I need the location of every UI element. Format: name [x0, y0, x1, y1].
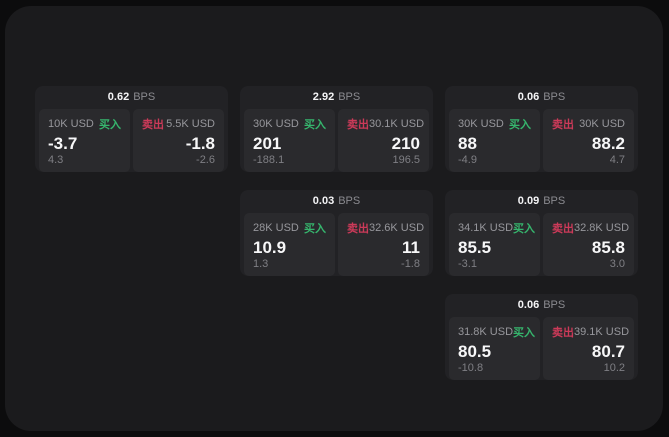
- bps-unit: BPS: [338, 195, 361, 207]
- bps-value: 0.09: [517, 195, 540, 207]
- buy-price: -3.7: [48, 134, 78, 153]
- bps-value: 0.62: [107, 91, 130, 103]
- buy-tile[interactable]: 28K USD 买入 10.9 1.3: [244, 213, 335, 276]
- sell-amount: 32.8K USD: [574, 222, 630, 234]
- quote-card-body: 31.8K USD 买入 80.5 -10.8 卖出 39.1K USD 80.…: [445, 317, 638, 380]
- buy-price: 201: [253, 134, 282, 153]
- buy-tile[interactable]: 34.1K USD 买入 85.5 -3.1: [449, 213, 540, 276]
- sell-delta: 4.7: [609, 153, 625, 166]
- quote-card-body: 10K USD 买入 -3.7 4.3 卖出 5.5K USD -1.8 -2.…: [35, 109, 228, 172]
- quote-card-body: 30K USD 买入 201 -188.1 卖出 30.1K USD 210 1…: [240, 109, 433, 172]
- bps-unit: BPS: [133, 91, 156, 103]
- sell-tile[interactable]: 卖出 30K USD 88.2 4.7: [543, 109, 634, 172]
- bps-value: 2.92: [312, 91, 335, 103]
- buy-button[interactable]: 买入: [99, 116, 121, 132]
- bps-unit: BPS: [543, 195, 566, 207]
- sell-tile[interactable]: 卖出 5.5K USD -1.8 -2.6: [133, 109, 224, 172]
- buy-tile[interactable]: 10K USD 买入 -3.7 4.3: [39, 109, 130, 172]
- buy-amount: 30K USD: [458, 118, 504, 130]
- sell-delta: -1.8: [401, 257, 420, 270]
- buy-tile[interactable]: 31.8K USD 买入 80.5 -10.8: [449, 317, 540, 380]
- buy-price: 88: [458, 134, 477, 153]
- sell-button[interactable]: 卖出: [552, 324, 574, 340]
- sell-delta: 3.0: [609, 257, 625, 270]
- buy-price: 10.9: [253, 238, 287, 257]
- sell-tile[interactable]: 卖出 32.6K USD 11 -1.8: [338, 213, 429, 276]
- bps-header: 0.03 BPS: [240, 190, 433, 213]
- sell-button[interactable]: 卖出: [347, 116, 369, 132]
- sell-price: -1.8: [185, 134, 215, 153]
- buy-button[interactable]: 买入: [304, 220, 326, 236]
- quote-board-panel: 0.62 BPS 10K USD 买入 -3.7 4.3 卖出 5.5K USD: [5, 6, 663, 431]
- bps-unit: BPS: [543, 299, 566, 311]
- buy-delta: -3.1: [458, 257, 477, 270]
- bps-unit: BPS: [543, 91, 566, 103]
- sell-tile[interactable]: 卖出 30.1K USD 210 196.5: [338, 109, 429, 172]
- bps-value: 0.06: [517, 91, 540, 103]
- quote-card: 0.03 BPS 28K USD 买入 10.9 1.3 卖出 32.6K US…: [240, 190, 433, 276]
- bps-value: 0.03: [312, 195, 335, 207]
- buy-delta: -10.8: [458, 361, 484, 374]
- bps-value: 0.06: [517, 299, 540, 311]
- sell-amount: 30.1K USD: [369, 118, 425, 130]
- buy-tile[interactable]: 30K USD 买入 88 -4.9: [449, 109, 540, 172]
- quote-card-body: 28K USD 买入 10.9 1.3 卖出 32.6K USD 11 -1.8: [240, 213, 433, 276]
- sell-amount: 30K USD: [579, 118, 625, 130]
- sell-price: 210: [391, 134, 420, 153]
- sell-price: 88.2: [591, 134, 625, 153]
- buy-price: 85.5: [458, 238, 492, 257]
- quote-card: 2.92 BPS 30K USD 买入 201 -188.1 卖出 30.1K …: [240, 86, 433, 172]
- sell-delta: 10.2: [603, 361, 625, 374]
- sell-amount: 5.5K USD: [166, 118, 215, 130]
- buy-button[interactable]: 买入: [304, 116, 326, 132]
- sell-button[interactable]: 卖出: [552, 220, 574, 236]
- buy-button[interactable]: 买入: [513, 220, 535, 236]
- sell-price: 11: [402, 238, 420, 257]
- sell-button[interactable]: 卖出: [347, 220, 369, 236]
- quote-card: 0.06 BPS 30K USD 买入 88 -4.9 卖出 30K USD: [445, 86, 638, 172]
- buy-delta: 1.3: [253, 257, 269, 270]
- sell-amount: 39.1K USD: [574, 326, 630, 338]
- buy-delta: -188.1: [253, 153, 285, 166]
- sell-tile[interactable]: 卖出 32.8K USD 85.8 3.0: [543, 213, 634, 276]
- sell-tile[interactable]: 卖出 39.1K USD 80.7 10.2: [543, 317, 634, 380]
- buy-delta: -4.9: [458, 153, 477, 166]
- buy-delta: 4.3: [48, 153, 64, 166]
- bps-header: 2.92 BPS: [240, 86, 433, 109]
- sell-button[interactable]: 卖出: [142, 116, 164, 132]
- bps-header: 0.06 BPS: [445, 294, 638, 317]
- bps-header: 0.09 BPS: [445, 190, 638, 213]
- sell-button[interactable]: 卖出: [552, 116, 574, 132]
- sell-amount: 32.6K USD: [369, 222, 425, 234]
- bps-unit: BPS: [338, 91, 361, 103]
- quote-card: 0.09 BPS 34.1K USD 买入 85.5 -3.1 卖出 32.8K…: [445, 190, 638, 276]
- buy-button[interactable]: 买入: [509, 116, 531, 132]
- buy-amount: 34.1K USD: [458, 222, 514, 234]
- sell-delta: 196.5: [392, 153, 420, 166]
- buy-price: 80.5: [458, 342, 492, 361]
- quote-card: 0.62 BPS 10K USD 买入 -3.7 4.3 卖出 5.5K USD: [35, 86, 228, 172]
- quote-card-body: 34.1K USD 买入 85.5 -3.1 卖出 32.8K USD 85.8…: [445, 213, 638, 276]
- buy-amount: 30K USD: [253, 118, 299, 130]
- buy-tile[interactable]: 30K USD 买入 201 -188.1: [244, 109, 335, 172]
- quote-card: 0.06 BPS 31.8K USD 买入 80.5 -10.8 卖出 39.1…: [445, 294, 638, 380]
- quote-card-grid: 0.62 BPS 10K USD 买入 -3.7 4.3 卖出 5.5K USD: [35, 86, 638, 380]
- sell-price: 80.7: [591, 342, 625, 361]
- bps-header: 0.62 BPS: [35, 86, 228, 109]
- bps-header: 0.06 BPS: [445, 86, 638, 109]
- buy-amount: 28K USD: [253, 222, 299, 234]
- quote-card-body: 30K USD 买入 88 -4.9 卖出 30K USD 88.2 4.7: [445, 109, 638, 172]
- buy-amount: 31.8K USD: [458, 326, 514, 338]
- sell-delta: -2.6: [196, 153, 215, 166]
- buy-amount: 10K USD: [48, 118, 94, 130]
- buy-button[interactable]: 买入: [513, 324, 535, 340]
- sell-price: 85.8: [591, 238, 625, 257]
